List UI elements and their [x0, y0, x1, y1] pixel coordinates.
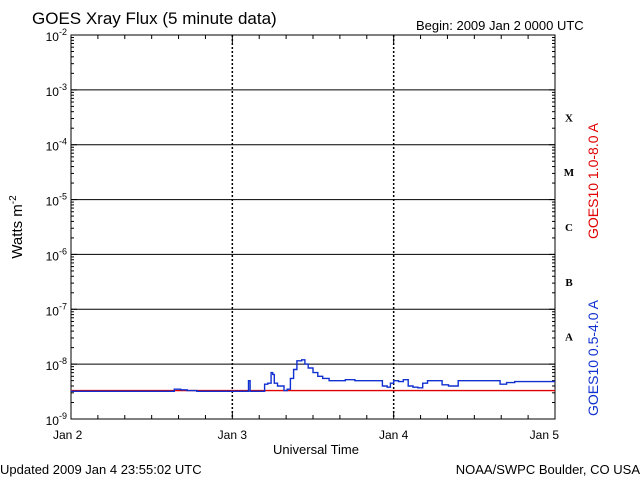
- flare-class-m: M: [564, 167, 575, 179]
- chart-title: GOES Xray Flux (5 minute data): [32, 9, 277, 28]
- y-tick-label: 10-4: [46, 137, 67, 154]
- flare-class-x: X: [565, 112, 573, 124]
- series-line-short: [71, 359, 555, 392]
- x-tick-label: Jan 4: [379, 428, 409, 442]
- svg-text:Watts m-2: Watts m-2: [8, 195, 26, 259]
- legend-series-long: GOES10 1.0-8.0 A: [585, 122, 601, 239]
- y-tick-label: 10-7: [46, 301, 67, 318]
- flare-class-c: C: [565, 222, 573, 234]
- y-axis-title: Watts m-2: [8, 195, 26, 259]
- flare-class-a: A: [565, 332, 573, 344]
- y-tick-label: 10-6: [46, 246, 67, 263]
- x-axis: Jan 2 Jan 3 Jan 4 Jan 5: [53, 35, 559, 442]
- x-tick-label: Jan 3: [218, 428, 248, 442]
- grid: [71, 35, 555, 419]
- series-layer: [71, 359, 555, 392]
- y-tick-label: 10-9: [46, 411, 67, 428]
- y-tick-label: 10-3: [46, 82, 67, 99]
- x-tick-label: Jan 5: [530, 428, 560, 442]
- x-tick-label: Jan 2: [53, 428, 83, 442]
- flare-class-b: B: [565, 277, 573, 289]
- y-tick-label: 10-2: [46, 27, 67, 44]
- footer-updated: Updated 2009 Jan 4 23:55:02 UTC: [0, 462, 202, 477]
- begin-label: Begin: 2009 Jan 2 0000 UTC: [416, 18, 584, 33]
- y-axis-title-exp: -2: [8, 195, 19, 204]
- y-axis-title-text: Watts m: [9, 204, 26, 258]
- legend-series-short: GOES10 0.5-4.0 A: [585, 299, 601, 416]
- flare-class-labels: A B C M X: [564, 112, 575, 343]
- footer-credit: NOAA/SWPC Boulder, CO USA: [456, 462, 640, 477]
- y-tick-label: 10-5: [46, 192, 67, 209]
- y-tick-label: 10-8: [46, 356, 67, 373]
- plot-frame: [70, 34, 556, 420]
- x-axis-title: Universal Time: [273, 442, 359, 457]
- y-axis: 10-9 10-8 10-7 10-6 10-5 10-4 10-3 10-2: [46, 27, 555, 428]
